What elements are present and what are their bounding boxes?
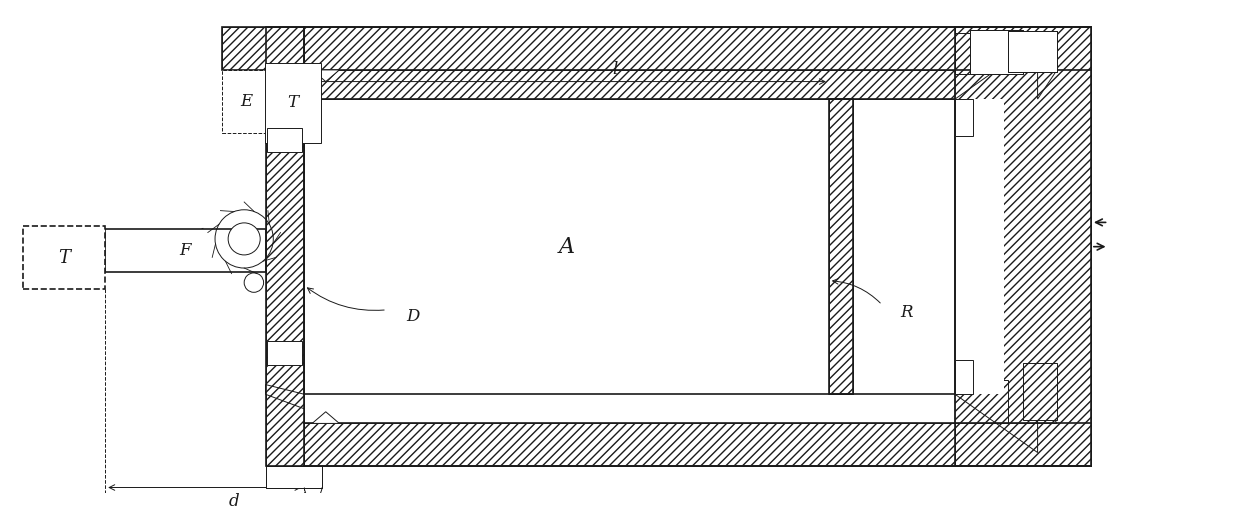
Bar bbox=[828, 99, 853, 394]
Bar bbox=[1008, 31, 1056, 72]
Polygon shape bbox=[312, 412, 340, 423]
Bar bbox=[222, 70, 270, 133]
Bar bbox=[268, 341, 303, 365]
Polygon shape bbox=[265, 84, 304, 109]
Text: A: A bbox=[558, 236, 574, 258]
Bar bbox=[304, 70, 955, 99]
Bar bbox=[265, 27, 304, 466]
Bar bbox=[1008, 31, 1056, 72]
Bar bbox=[265, 466, 322, 488]
Polygon shape bbox=[955, 394, 1056, 453]
Bar bbox=[1023, 363, 1056, 420]
Bar bbox=[955, 27, 1091, 466]
Text: T: T bbox=[288, 94, 299, 111]
Bar bbox=[955, 33, 970, 74]
Text: E: E bbox=[241, 93, 252, 110]
Polygon shape bbox=[265, 385, 304, 409]
Text: F: F bbox=[180, 242, 191, 259]
Bar bbox=[222, 27, 304, 70]
Text: R: R bbox=[900, 304, 913, 321]
Bar bbox=[970, 30, 1023, 74]
Bar bbox=[970, 30, 1023, 74]
Text: D: D bbox=[407, 308, 420, 325]
Bar bbox=[22, 226, 105, 290]
Bar bbox=[304, 423, 1091, 466]
Bar bbox=[955, 27, 1091, 466]
Bar bbox=[268, 128, 303, 152]
Bar bbox=[955, 99, 972, 136]
Polygon shape bbox=[955, 41, 1056, 99]
Bar bbox=[264, 63, 321, 143]
Text: l: l bbox=[613, 61, 618, 78]
Bar bbox=[222, 27, 304, 70]
Bar bbox=[265, 466, 322, 488]
Bar bbox=[955, 99, 1003, 394]
Polygon shape bbox=[955, 379, 1008, 423]
Text: T: T bbox=[58, 249, 69, 267]
Bar bbox=[304, 99, 955, 394]
Bar bbox=[105, 229, 265, 272]
Bar bbox=[955, 360, 972, 394]
Bar bbox=[1008, 31, 1056, 72]
Bar bbox=[828, 99, 853, 394]
Polygon shape bbox=[312, 70, 340, 82]
Bar bbox=[304, 27, 1091, 70]
Bar bbox=[304, 423, 955, 466]
Text: d: d bbox=[228, 493, 239, 508]
Circle shape bbox=[228, 223, 260, 255]
Bar bbox=[265, 27, 304, 466]
